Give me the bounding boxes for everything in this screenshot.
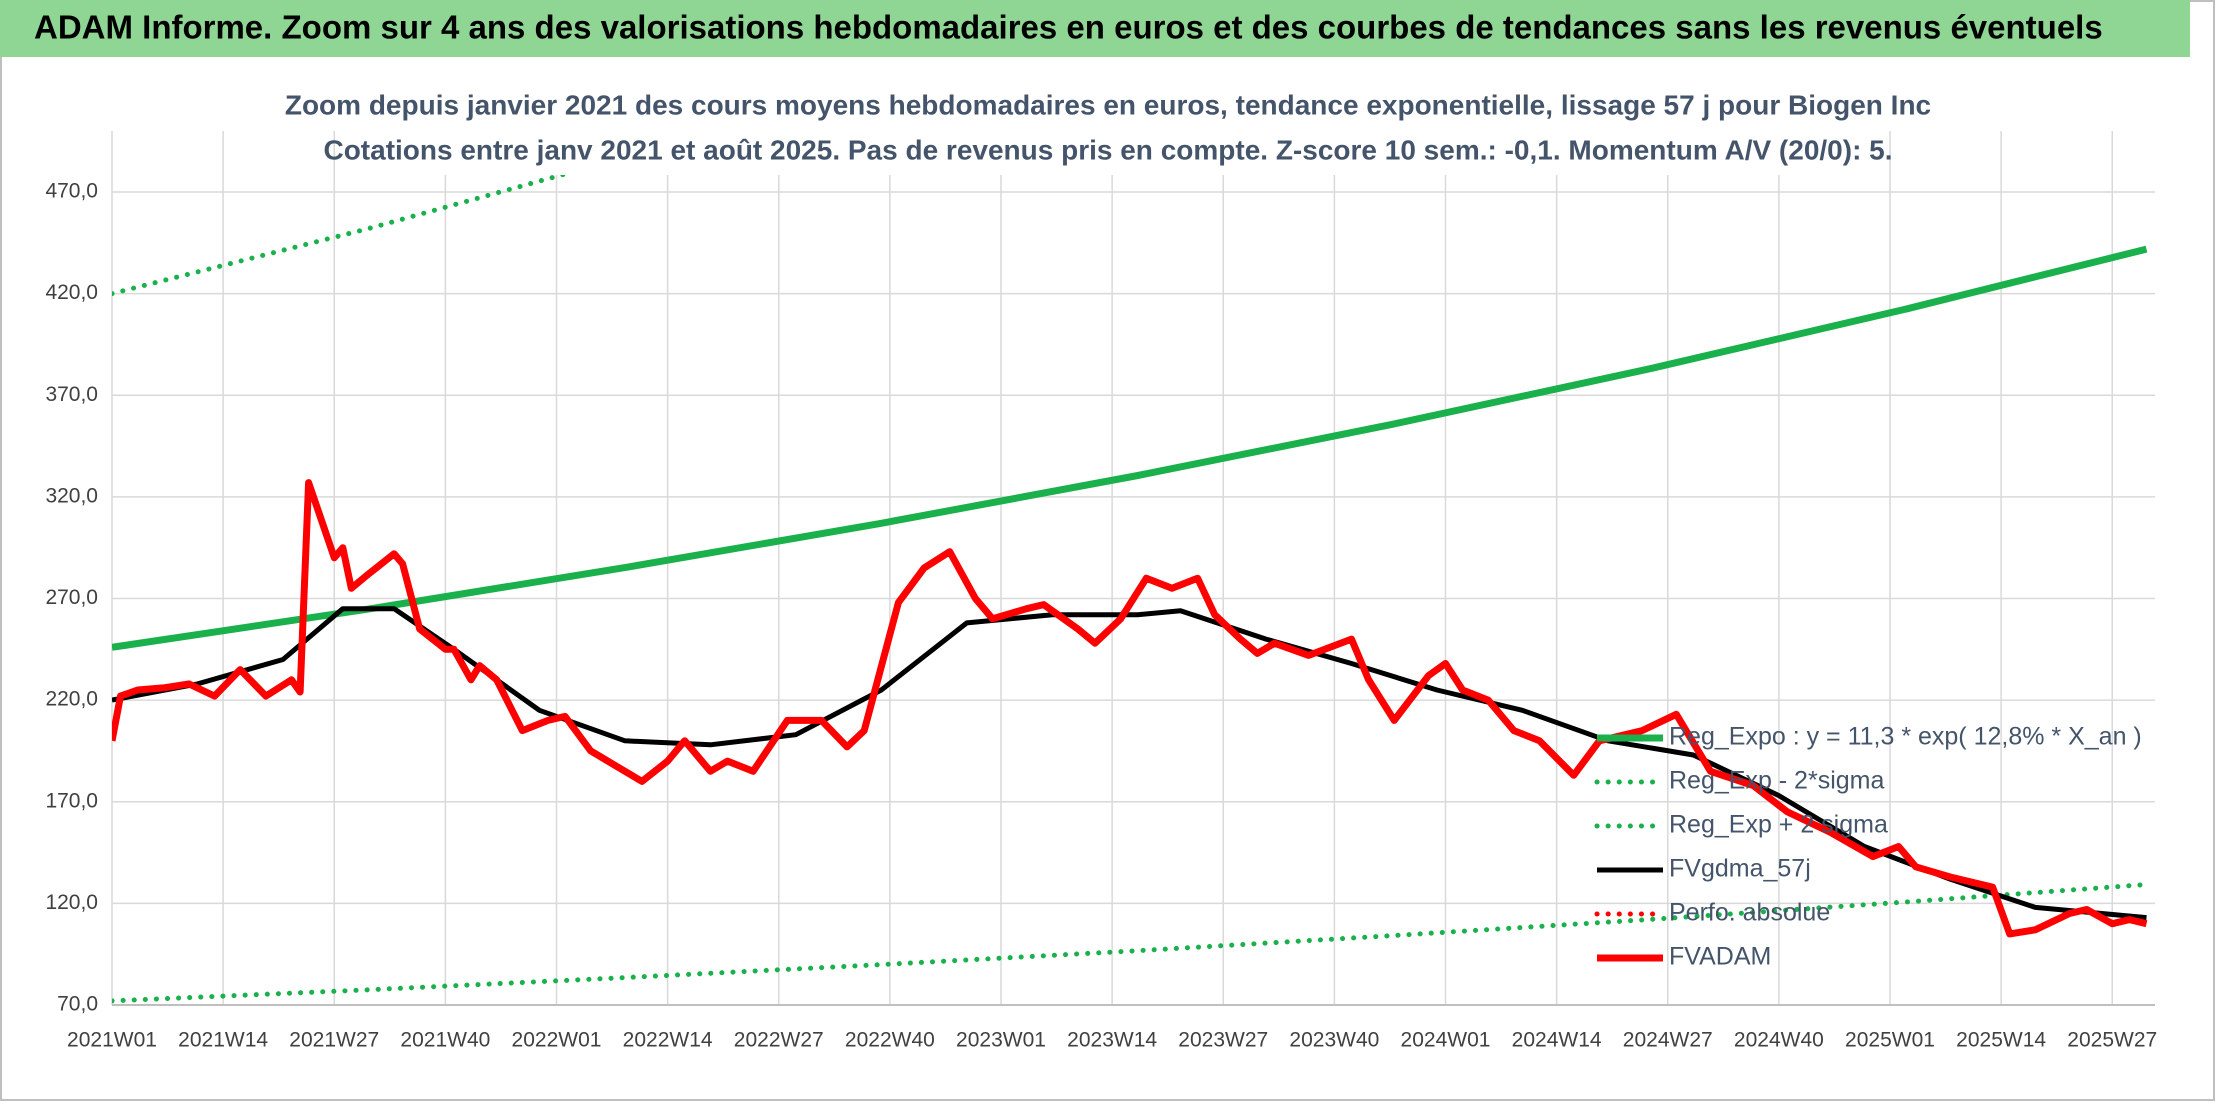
x-tick-label: 2021W40 <box>400 1029 490 1052</box>
x-tick-label: 2024W40 <box>1734 1029 1824 1052</box>
x-tick-label: 2025W01 <box>1845 1029 1935 1052</box>
y-tick-label: 420,0 <box>45 281 98 304</box>
chart-title: Zoom depuis janvier 2021 des cours moyen… <box>285 89 1931 120</box>
x-tick-label: 2021W27 <box>289 1029 379 1052</box>
x-tick-label: 2024W27 <box>1623 1029 1713 1052</box>
x-tick-label: 2024W01 <box>1401 1029 1491 1052</box>
y-tick-label: 220,0 <box>45 688 98 711</box>
x-tick-label: 2025W14 <box>1956 1029 2046 1052</box>
legend: Reg_Expo : y = 11,3 * exp( 12,8% * X_an … <box>1594 723 2142 971</box>
header-band <box>0 0 2190 57</box>
series-line <box>112 882 2149 1004</box>
legend-label: Reg_Exp - 2*sigma <box>1669 767 1884 795</box>
y-tick-label: 170,0 <box>45 789 98 812</box>
series-line <box>112 245 2148 651</box>
x-tick-label: 2023W40 <box>1289 1029 1379 1052</box>
legend-label: Perfo. absolue <box>1669 899 1830 927</box>
x-tick-label: 2021W01 <box>67 1029 157 1052</box>
legend-label: FVgdma_57j <box>1669 855 1811 883</box>
x-tick-label: 2022W40 <box>845 1029 935 1052</box>
x-tick-label: 2024W14 <box>1512 1029 1602 1052</box>
series-line <box>112 128 735 297</box>
legend-label: Reg_Exp + 2 sigma <box>1669 811 1888 839</box>
x-tick-label: 2021W14 <box>178 1029 268 1052</box>
series-line <box>112 606 2147 921</box>
y-tick-label: 120,0 <box>45 891 98 914</box>
series-line <box>112 479 2148 938</box>
legend-label: Reg_Expo : y = 11,3 * exp( 12,8% * X_an … <box>1669 723 2142 751</box>
x-tick-label: 2023W14 <box>1067 1029 1157 1052</box>
y-tick-label: 470,0 <box>45 180 98 203</box>
y-tick-label: 70,0 <box>57 993 98 1016</box>
x-tick-label: 2022W01 <box>512 1029 602 1052</box>
x-tick-label: 2025W27 <box>2067 1029 2157 1052</box>
y-tick-label: 320,0 <box>45 484 98 507</box>
x-tick-label: 2023W27 <box>1178 1029 1268 1052</box>
legend-label: FVADAM <box>1669 943 1771 971</box>
header: ADAM Informe. Zoom sur 4 ans des valoris… <box>34 9 2103 46</box>
y-tick-label: 370,0 <box>45 383 98 406</box>
x-tick-label: 2023W01 <box>956 1029 1046 1052</box>
plot-area: 70,0 120,0 170,0 220,0 270,0 320,0 370,0 420,0 4… <box>45 128 2157 1052</box>
x-tick-label: 2022W14 <box>623 1029 713 1052</box>
title-box <box>360 80 1840 175</box>
x-tick-label: 2022W27 <box>734 1029 824 1052</box>
y-tick-label: 270,0 <box>45 586 98 609</box>
chart-subtitle: Cotations entre janv 2021 et août 2025. … <box>323 134 1892 165</box>
